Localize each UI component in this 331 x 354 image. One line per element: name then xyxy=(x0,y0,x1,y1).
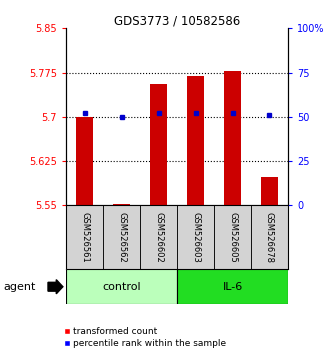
Bar xyxy=(214,205,251,269)
Text: control: control xyxy=(102,282,141,292)
Bar xyxy=(113,204,130,205)
Bar xyxy=(76,117,93,205)
Text: GSM526562: GSM526562 xyxy=(117,212,126,263)
Bar xyxy=(224,71,241,205)
Text: GSM526561: GSM526561 xyxy=(80,212,89,263)
Bar xyxy=(261,177,278,205)
Bar xyxy=(150,84,167,205)
Bar xyxy=(177,205,214,269)
Bar xyxy=(103,205,140,269)
Legend: transformed count, percentile rank within the sample: transformed count, percentile rank withi… xyxy=(64,327,226,348)
Text: GSM526603: GSM526603 xyxy=(191,212,200,263)
Bar xyxy=(66,205,103,269)
Text: GSM526678: GSM526678 xyxy=(265,212,274,263)
Bar xyxy=(251,205,288,269)
Bar xyxy=(66,269,177,304)
Bar xyxy=(187,75,204,205)
Bar xyxy=(177,269,288,304)
Text: IL-6: IL-6 xyxy=(222,282,243,292)
Title: GDS3773 / 10582586: GDS3773 / 10582586 xyxy=(114,14,240,27)
Text: GSM526605: GSM526605 xyxy=(228,212,237,263)
Bar xyxy=(140,205,177,269)
Text: agent: agent xyxy=(3,282,36,292)
Text: GSM526602: GSM526602 xyxy=(154,212,163,263)
